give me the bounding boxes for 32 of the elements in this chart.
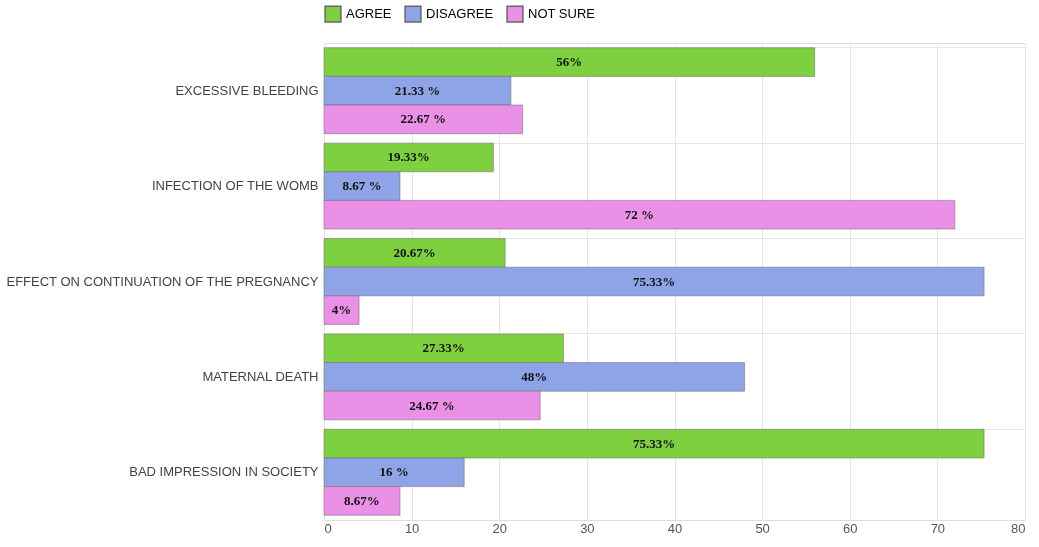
data-label: 16 % [379, 464, 409, 480]
data-label: 22.67 % [400, 111, 447, 127]
y-tick-label: BAD IMPRESSION IN SOCIETY [129, 464, 319, 480]
y-tick-label: INFECTION OF THE WOMB [151, 178, 319, 194]
x-tick-label: 50 [755, 520, 770, 536]
x-tick-label: 40 [667, 520, 683, 536]
data-label: 75.33% [632, 435, 676, 451]
x-tick-label: 30 [580, 520, 595, 536]
y-tick-label: EXCESSIVE BLEEDING [175, 82, 319, 98]
y-tick-label: EFFECT ON CONTINUATION OF THE PREGNANCY [6, 273, 319, 289]
data-label: 8.67% [344, 492, 380, 508]
data-label: 24.67 % [409, 397, 455, 413]
data-label: 19.33% [387, 149, 430, 165]
data-label: 20.67% [393, 244, 436, 260]
legend-label: NOT SURE [528, 6, 596, 22]
data-label: 8.67 % [342, 178, 382, 194]
x-tick-label: 60 [843, 520, 858, 536]
x-tick-label: 20 [492, 520, 507, 536]
x-tick-label: 10 [404, 520, 420, 536]
data-label: 21.33 % [394, 82, 441, 98]
data-label: 4% [331, 302, 352, 318]
data-label: 27.33% [422, 340, 465, 356]
legend-label: DISAGREE [426, 6, 494, 22]
data-label: 48% [521, 368, 548, 384]
data-label: 56% [556, 54, 583, 70]
y-tick-label: MATERNAL DEATH [202, 368, 319, 384]
x-tick-label: 80 [1011, 520, 1026, 536]
data-label: 72 % [624, 206, 655, 222]
x-tick-label: 70 [930, 520, 946, 536]
x-tick-label: 0 [324, 520, 332, 536]
data-label: 75.33% [632, 273, 676, 289]
legend-label: AGREE [346, 6, 392, 22]
